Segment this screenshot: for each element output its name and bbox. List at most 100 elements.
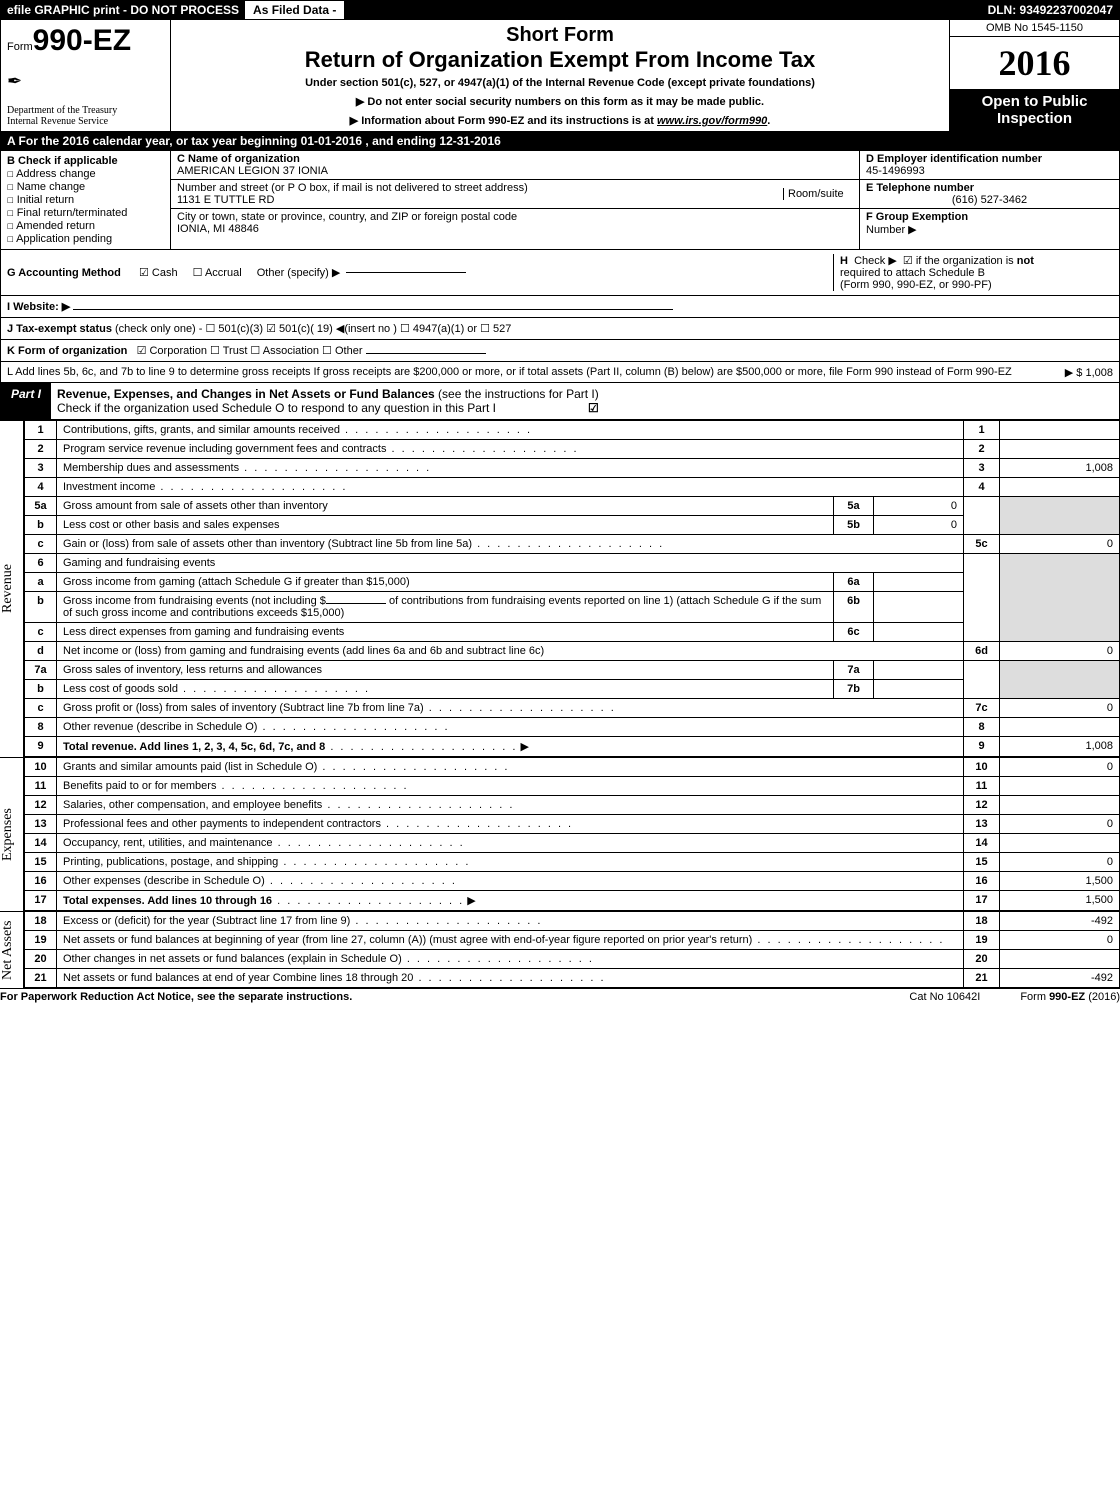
b-opt-4[interactable]: ☐ Amended return — [7, 219, 164, 232]
h-chk[interactable]: ☑ — [903, 255, 913, 267]
d-hd: D Employer identification number — [866, 153, 1113, 165]
org-name: AMERICAN LEGION 37 IONIA — [177, 165, 853, 177]
line-gh: G Accounting Method ☑ Cash ☐ Accrual Oth… — [0, 250, 1120, 296]
a-begin: 01-01-2016 — [301, 134, 362, 148]
form-number: Form990-EZ — [7, 24, 164, 58]
omb-no: OMB No 1545-1150 — [949, 20, 1119, 37]
col-c: C Name of organization AMERICAN LEGION 3… — [171, 151, 859, 249]
addr: 1131 E TUTTLE RD — [177, 194, 777, 206]
h-hd: H — [840, 255, 848, 267]
g-cash[interactable]: ☑ Cash — [139, 266, 178, 279]
city: IONIA, MI 48846 — [177, 223, 853, 235]
part1-title-wrap: Revenue, Expenses, and Changes in Net As… — [51, 383, 605, 419]
b-opt-0[interactable]: ☐ Address change — [7, 167, 164, 180]
h-t1: if the organization is — [916, 255, 1014, 267]
instr1: ▶ Do not enter social security numbers o… — [177, 95, 943, 108]
header-left: Form990-EZ ✒ Department of the Treasury … — [1, 20, 171, 131]
g-accrual[interactable]: ☐ Accrual — [193, 266, 242, 279]
side-revenue: Revenue — [0, 420, 24, 757]
part1-lbl: Part I — [1, 383, 51, 419]
b-opt-3[interactable]: ☐ Final return/terminated — [7, 206, 164, 219]
b-opt-5[interactable]: ☐ Application pending — [7, 232, 164, 245]
d-cell: D Employer identification number 45-1496… — [860, 151, 1119, 180]
b-opt-2[interactable]: ☐ Initial return — [7, 193, 164, 206]
part1-mark[interactable]: ☑ — [588, 401, 599, 415]
instr2-pre: ▶ Information about Form 990-EZ and its … — [350, 115, 657, 127]
form-pre: Form — [7, 41, 33, 53]
a-mid: , and ending — [365, 134, 439, 148]
asfiled-text: As Filed Data - — [245, 1, 344, 19]
h-check: Check ▶ — [854, 255, 897, 267]
col-b: B Check if applicable ☐ Address change ☐… — [1, 151, 171, 249]
l-amt: ▶ $ 1,008 — [1065, 366, 1113, 379]
j-hd: J Tax-exempt status — [7, 323, 112, 335]
l-txt: L Add lines 5b, 6c, and 7b to line 9 to … — [7, 366, 1012, 378]
c-addr-cell: Number and street (or P O box, if mail i… — [171, 180, 859, 209]
b-hd: B Check if applicable — [7, 155, 164, 167]
treasury-seal-icon: ✒ — [7, 71, 164, 92]
under-section: Under section 501(c), 527, or 4947(a)(1)… — [177, 77, 943, 89]
line-j: J Tax-exempt status (check only one) - ☐… — [0, 318, 1120, 340]
addr-hd: Number and street (or P O box, if mail i… — [177, 182, 528, 194]
a-pre: A For the 2016 calendar year, or tax yea… — [7, 134, 301, 148]
form-no-big: 990-EZ — [33, 24, 131, 57]
part1-sub: (see the instructions for Part I) — [438, 387, 599, 401]
top-bar: efile GRAPHIC print - DO NOT PROCESS As … — [0, 0, 1120, 20]
e-hd: E Telephone number — [866, 182, 1113, 194]
phone: (616) 527-3462 — [866, 194, 1113, 206]
dln-text: DLN: 93492237002047 — [982, 1, 1119, 19]
h-not: not — [1017, 255, 1034, 267]
treasury2: Internal Revenue Service — [7, 116, 164, 127]
c-name-cell: C Name of organization AMERICAN LEGION 3… — [171, 151, 859, 180]
f-hd: F Group Exemption — [866, 211, 968, 223]
h-t2: required to attach Schedule B — [840, 267, 985, 279]
f-sub: Number ▶ — [866, 224, 917, 236]
k-blank[interactable] — [366, 353, 486, 354]
g-other-blank[interactable] — [346, 272, 466, 273]
c-hd: C Name of organization — [177, 153, 853, 165]
b-opt-1[interactable]: ☐ Name change — [7, 180, 164, 193]
footer-left: For Paperwork Reduction Act Notice, see … — [0, 991, 352, 1003]
e-cell: E Telephone number (616) 527-3462 — [860, 180, 1119, 209]
line-l: L Add lines 5b, 6c, and 7b to line 9 to … — [0, 362, 1120, 383]
tax-year: 2016 — [949, 37, 1119, 89]
website-blank[interactable] — [73, 309, 673, 310]
row-a: A For the 2016 calendar year, or tax yea… — [0, 132, 1120, 151]
netassets-table: 18Excess or (deficit) for the year (Subt… — [24, 911, 1120, 988]
footer-mid: Cat No 10642I — [909, 991, 980, 1003]
revenue-table: 1Contributions, gifts, grants, and simil… — [24, 420, 1120, 757]
h-t3: (Form 990, 990-EZ, or 990-PF) — [840, 279, 992, 291]
k-txt: ☑ Corporation ☐ Trust ☐ Association ☐ Ot… — [137, 345, 363, 357]
short-form: Short Form — [177, 24, 943, 47]
j-txt: (check only one) - ☐ 501(c)(3) ☑ 501(c)(… — [115, 323, 511, 335]
header-mid: Short Form Return of Organization Exempt… — [171, 20, 949, 131]
side-netassets: Net Assets — [0, 911, 24, 988]
return-title: Return of Organization Exempt From Incom… — [177, 47, 943, 73]
treasury1: Department of the Treasury — [7, 105, 164, 116]
room-suite: Room/suite — [783, 188, 853, 200]
open-to-public: Open to Public Inspection — [949, 89, 1119, 131]
g-other[interactable]: Other (specify) ▶ — [257, 266, 341, 279]
h-box: H Check ▶ ☑ if the organization is not r… — [833, 254, 1113, 291]
irs-link[interactable]: www.irs.gov/form990 — [657, 115, 767, 127]
city-hd: City or town, state or province, country… — [177, 211, 853, 223]
i-hd: I Website: ▶ — [7, 301, 70, 313]
side-expenses: Expenses — [0, 757, 24, 911]
line-k: K Form of organization ☑ Corporation ☐ T… — [0, 340, 1120, 362]
header-right: OMB No 1545-1150 2016 Open to Public Ins… — [949, 20, 1119, 131]
footer-right: Form 990-EZ (2016) — [1020, 991, 1120, 1003]
c-city-cell: City or town, state or province, country… — [171, 209, 859, 237]
instr2: ▶ Information about Form 990-EZ and its … — [177, 114, 943, 127]
form-header: Form990-EZ ✒ Department of the Treasury … — [0, 20, 1120, 132]
g-hd: G Accounting Method — [7, 267, 121, 279]
ein: 45-1496993 — [866, 165, 1113, 177]
open2: Inspection — [952, 110, 1117, 127]
part1-check: Check if the organization used Schedule … — [57, 401, 496, 415]
part1-header: Part I Revenue, Expenses, and Changes in… — [0, 383, 1120, 420]
open1: Open to Public — [952, 93, 1117, 110]
expenses-table: 10Grants and similar amounts paid (list … — [24, 757, 1120, 911]
page-footer: For Paperwork Reduction Act Notice, see … — [0, 988, 1120, 1003]
a-end: 12-31-2016 — [439, 134, 500, 148]
section-bcdef: B Check if applicable ☐ Address change ☐… — [0, 151, 1120, 250]
part1-title: Revenue, Expenses, and Changes in Net As… — [57, 387, 435, 401]
